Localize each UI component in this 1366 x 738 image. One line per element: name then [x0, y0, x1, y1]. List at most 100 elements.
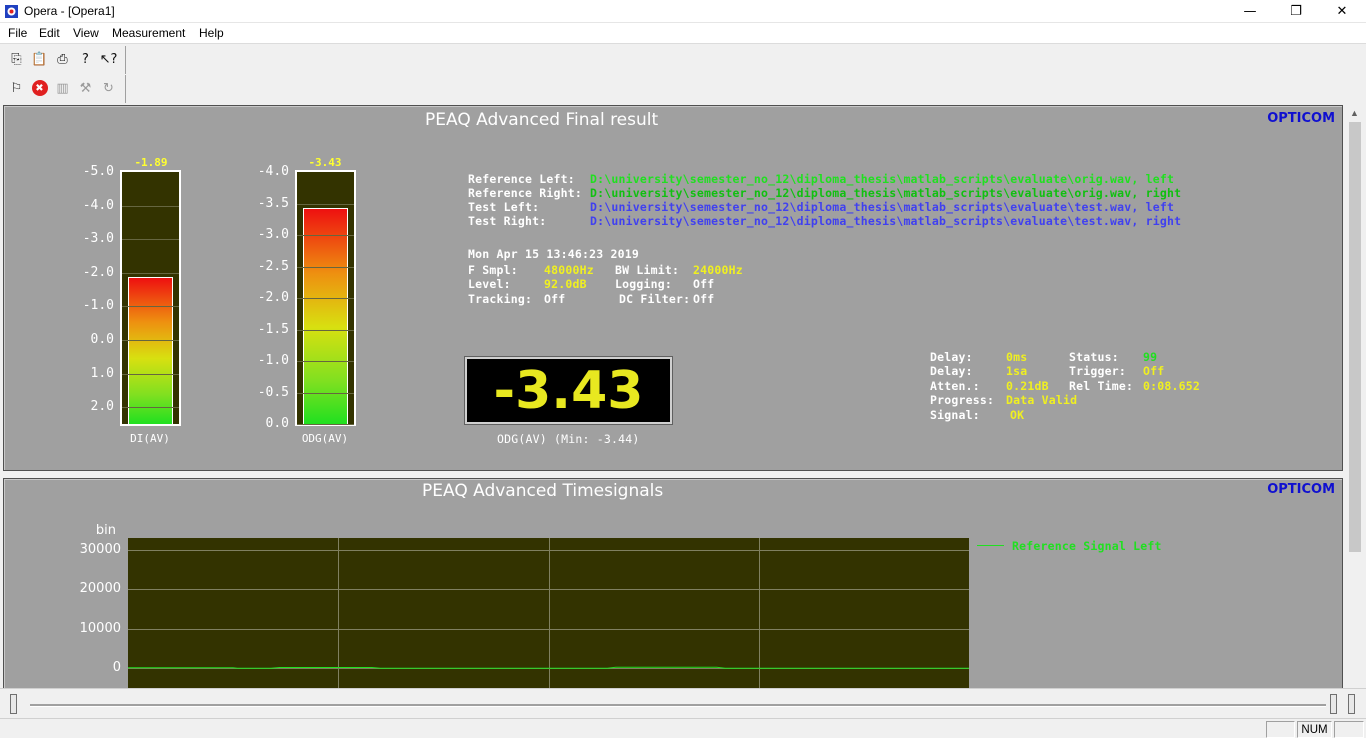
- plot-vgridline: [338, 538, 340, 688]
- meter-gridline: [122, 306, 179, 308]
- opera-app-icon[interactable]: [4, 4, 19, 19]
- progress-label: Progress:: [930, 393, 995, 407]
- vertical-scrollbar[interactable]: ▲: [1346, 104, 1364, 688]
- start-measurement-icon: ⚐: [10, 80, 23, 96]
- meter-gridline: [122, 205, 179, 207]
- odg-scale-label: 0.0: [265, 416, 289, 431]
- pause-icon: ▥: [56, 80, 69, 96]
- trigger-value: Off: [1143, 364, 1165, 378]
- opticom-brand: OPTICOM: [1267, 111, 1335, 126]
- di-meter-fill: [128, 276, 173, 424]
- paste-icon: 📋: [31, 51, 48, 67]
- menu-bar: File Edit View Measurement Help: [0, 23, 1366, 43]
- reference-right-label: Reference Right:: [468, 186, 582, 200]
- copy-icon: ⎘: [11, 51, 22, 67]
- status-cell-empty: [1266, 721, 1295, 738]
- timesignal-plot-svg: [128, 666, 969, 669]
- dc-filter-label: DC Filter:: [619, 292, 691, 306]
- odg-caption: ODG(AV): [301, 432, 349, 445]
- di-scale-label: -4.0: [82, 197, 114, 213]
- slider-start-handle[interactable]: [10, 694, 17, 714]
- window-title: Opera - [Opera1]: [24, 4, 115, 18]
- odg-big-value: -3.43: [493, 360, 644, 421]
- print-icon: ⎙: [57, 51, 68, 67]
- reference-right-path: D:\university\semester_no_12\diploma_the…: [590, 186, 1182, 200]
- delay-ms-label: Delay:: [930, 350, 973, 364]
- odg-scale-label: -4.0: [257, 164, 289, 179]
- paste-button[interactable]: 📋: [29, 49, 50, 69]
- menu-measurement[interactable]: Measurement: [112, 26, 186, 40]
- plot-vgridline: [758, 538, 760, 688]
- level-label: Level:: [468, 277, 511, 291]
- meter-gridline: [297, 235, 354, 236]
- bw-limit-label: BW Limit:: [615, 263, 680, 277]
- meter-gridline: [122, 340, 179, 341]
- f-smpl-value: 48000Hz: [544, 263, 594, 277]
- trigger-label: Trigger:: [1069, 364, 1126, 378]
- standard-toolbar: ⎘ 📋 ⎙? ↖?: [2, 46, 126, 74]
- delay-sa-label: Delay:: [930, 364, 973, 378]
- odg-scale-label: -1.5: [257, 321, 289, 337]
- signal-value: OK: [1010, 408, 1025, 422]
- slider-extra-handle[interactable]: [1348, 694, 1355, 714]
- meter-gridline: [297, 266, 354, 268]
- menu-view[interactable]: View: [73, 26, 99, 40]
- delay-sa-value: 1sa: [1006, 364, 1028, 378]
- di-scale-label: 2.0: [90, 399, 114, 415]
- menu-edit[interactable]: Edit: [39, 26, 60, 40]
- context-help-button[interactable]: ↖?: [98, 49, 119, 69]
- series-line-reference-signal-left: [128, 666, 969, 669]
- menu-help[interactable]: Help: [199, 26, 224, 40]
- position-slider-track[interactable]: [30, 704, 1326, 706]
- meter-gridline: [297, 298, 354, 299]
- timesignals-title: PEAQ Advanced Timesignals: [422, 481, 664, 501]
- y-tick-label: 10000: [79, 620, 121, 636]
- meter-gridline: [297, 203, 354, 205]
- meter-gridline: [297, 361, 354, 362]
- help-button[interactable]: ?: [75, 49, 96, 69]
- restore-button[interactable]: ❐: [1273, 0, 1319, 23]
- tools-button[interactable]: ⚒: [75, 78, 96, 98]
- minimize-button[interactable]: —: [1227, 0, 1273, 23]
- odg-scale-label: -3.0: [257, 227, 289, 242]
- y-axis-label: bin: [95, 523, 116, 538]
- reset-button[interactable]: ↻: [98, 78, 119, 98]
- rel-time-label: Rel Time:: [1069, 379, 1134, 393]
- test-right-label: Test Right:: [468, 214, 547, 228]
- y-tick-label: 0: [112, 660, 121, 676]
- status-cell-empty-2: [1334, 721, 1364, 738]
- odg-big-display: -3.43: [465, 357, 672, 424]
- signal-label: Signal:: [930, 408, 980, 422]
- logging-label: Logging:: [615, 277, 672, 291]
- toolbar-area: ⎘ 📋 ⎙? ↖? ⚐ ✖ ▥ ⚒ ↻: [0, 43, 1366, 103]
- rel-time-value: 0:08.652: [1143, 379, 1200, 393]
- odg-big-caption: ODG(AV) (Min: -3.44): [497, 432, 640, 446]
- minimize-icon: —: [1243, 4, 1257, 19]
- menu-file[interactable]: File: [8, 26, 28, 40]
- odg-scale-label: -0.5: [257, 384, 289, 400]
- reference-left-label: Reference Left:: [468, 172, 575, 186]
- tracking-label: Tracking:: [468, 292, 533, 306]
- odg-value-label: -3.43: [308, 156, 342, 169]
- di-scale-label: -1.0: [82, 298, 114, 314]
- print-button[interactable]: ⎙: [52, 49, 73, 69]
- timesignal-plot: [128, 538, 969, 688]
- scroll-up-icon[interactable]: ▲: [1350, 108, 1359, 118]
- di-caption: DI(AV): [130, 432, 170, 445]
- pause-button[interactable]: ▥: [52, 78, 73, 98]
- vertical-scroll-thumb[interactable]: [1349, 122, 1361, 552]
- di-scale-label: 1.0: [90, 365, 114, 381]
- slider-end-handle[interactable]: [1330, 694, 1337, 714]
- f-smpl-label: F Smpl:: [468, 263, 518, 277]
- stop-button[interactable]: ✖: [29, 78, 50, 98]
- di-scale-label: -2.0: [82, 264, 114, 280]
- close-button[interactable]: ✕: [1319, 0, 1365, 23]
- legend-swatch: [977, 545, 1004, 546]
- start-measurement-button[interactable]: ⚐: [6, 78, 27, 98]
- meter-gridline: [122, 272, 179, 274]
- meter-gridline: [122, 373, 179, 375]
- atten-label: Atten.:: [930, 379, 980, 393]
- copy-button[interactable]: ⎘: [6, 49, 27, 69]
- odg-scale-label: -2.0: [257, 290, 289, 305]
- odg-meter-fill: [303, 207, 348, 424]
